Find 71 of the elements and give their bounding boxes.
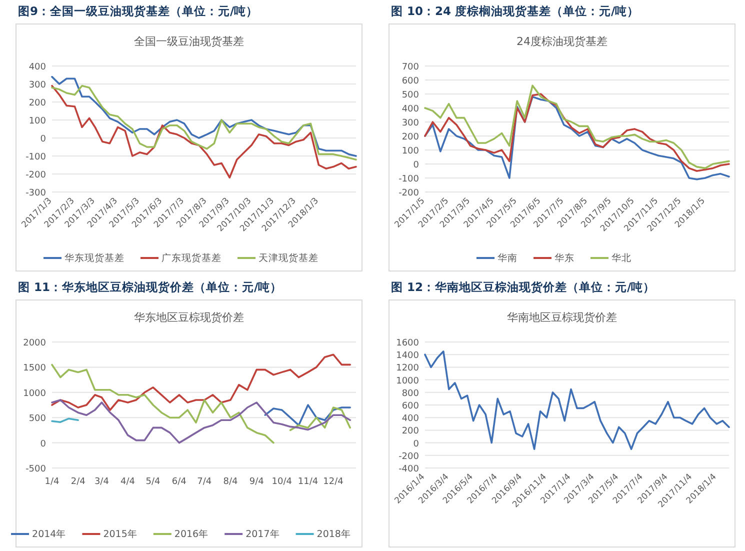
y-tick-label: -200 bbox=[26, 170, 46, 180]
y-tick-label: 0 bbox=[40, 134, 46, 144]
x-tick-label: 10/4 bbox=[272, 477, 292, 487]
chart-subtitle: 全国一级豆油现货基差 bbox=[134, 35, 244, 48]
legend-label: 广东现货基差 bbox=[162, 252, 222, 264]
legend-label: 天津现货基差 bbox=[258, 252, 318, 264]
y-tick-label: -200 bbox=[398, 452, 420, 462]
legend-label: 2014年 bbox=[32, 528, 66, 540]
x-tick-label: 6/4 bbox=[172, 477, 187, 487]
y-tick-label: -500 bbox=[26, 464, 46, 474]
chart-subtitle: 华南地区豆棕现货价差 bbox=[507, 311, 617, 324]
y-tick-label: 200 bbox=[402, 426, 420, 437]
y-tick-label: 700 bbox=[402, 62, 420, 72]
chart-subtitle: 华东地区豆棕现货价差 bbox=[134, 311, 244, 324]
y-tick-label: 500 bbox=[28, 414, 46, 424]
line-series bbox=[51, 354, 351, 411]
x-tick-label: 3/4 bbox=[94, 477, 110, 487]
legend-label: 2018年 bbox=[316, 528, 351, 540]
x-tick-label: 9/4 bbox=[249, 477, 264, 487]
line-series bbox=[51, 399, 351, 444]
y-tick-label: 1600 bbox=[396, 338, 420, 348]
chart-subtitle: 24度棕油现货基差 bbox=[516, 35, 608, 48]
y-tick-label: 400 bbox=[402, 414, 420, 424]
y-tick-label: 2000 bbox=[23, 338, 46, 348]
line-series bbox=[424, 350, 730, 450]
x-tick-label: 4/4 bbox=[120, 477, 136, 487]
y-tick-label: 300 bbox=[402, 118, 420, 128]
y-tick-label: 0 bbox=[413, 160, 420, 170]
x-tick-label: 5/4 bbox=[146, 477, 161, 487]
y-tick-label: 400 bbox=[28, 62, 46, 72]
y-tick-label: 300 bbox=[28, 80, 46, 90]
y-tick-label: 0 bbox=[413, 439, 420, 450]
y-tick-label: 0 bbox=[40, 439, 46, 450]
x-tick-label: 12/4 bbox=[323, 477, 344, 487]
line-series bbox=[264, 404, 351, 426]
y-tick-label: 1200 bbox=[396, 364, 420, 374]
x-tick-label: 8/4 bbox=[223, 477, 238, 487]
y-tick-label: 600 bbox=[402, 402, 420, 412]
chart-title: 图 10：24 度棕榈油现货基差（单位：元/吨） bbox=[391, 4, 640, 18]
x-tick-label: 1/4 bbox=[44, 477, 60, 487]
legend-label: 华北 bbox=[612, 252, 632, 264]
y-tick-label: 100 bbox=[28, 116, 46, 126]
chart-title: 图 12：华南地区豆棕油现货价差（单位：元/吨） bbox=[391, 280, 656, 294]
legend-label: 2015年 bbox=[103, 528, 138, 540]
legend-label: 华东 bbox=[554, 252, 574, 264]
y-tick-label: 600 bbox=[402, 76, 420, 86]
y-tick-label: 200 bbox=[402, 132, 420, 142]
y-tick-label: 400 bbox=[402, 104, 420, 114]
line-series bbox=[51, 84, 357, 178]
y-tick-label: 800 bbox=[402, 388, 420, 399]
y-tick-label: 100 bbox=[402, 146, 420, 156]
chart-title: 图9：全国一级豆油现货基差（单位：元/吨） bbox=[18, 4, 258, 18]
y-tick-label: -100 bbox=[26, 152, 46, 162]
legend-label: 2016年 bbox=[174, 528, 209, 540]
x-tick-label: 11/4 bbox=[298, 477, 318, 487]
y-tick-label: 1400 bbox=[396, 351, 420, 362]
chart-title: 图 11：华东地区豆棕油现货价差（单位：元/吨） bbox=[18, 280, 282, 294]
y-tick-label: -400 bbox=[398, 464, 420, 474]
x-tick-label: 7/4 bbox=[197, 477, 212, 487]
y-tick-label: -200 bbox=[398, 188, 420, 198]
y-tick-label: 1000 bbox=[23, 388, 46, 399]
y-tick-label: 500 bbox=[402, 90, 420, 100]
legend-label: 华东现货基差 bbox=[64, 252, 124, 264]
y-tick-label: -100 bbox=[398, 174, 420, 184]
legend-label: 2017年 bbox=[246, 528, 280, 540]
y-tick-label: 200 bbox=[28, 98, 46, 108]
y-tick-label: 1000 bbox=[396, 376, 420, 386]
x-tick-label: 2/4 bbox=[70, 477, 86, 487]
legend-label: 华南 bbox=[498, 252, 518, 264]
y-tick-label: -300 bbox=[26, 188, 46, 198]
y-tick-label: 1500 bbox=[23, 364, 46, 374]
